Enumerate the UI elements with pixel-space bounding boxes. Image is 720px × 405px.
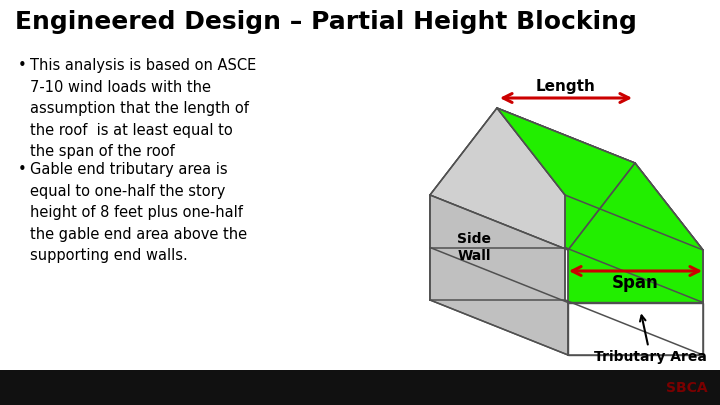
Text: This analysis is based on ASCE
7-10 wind loads with the
assumption that the leng: This analysis is based on ASCE 7-10 wind… bbox=[30, 58, 256, 160]
Text: Span: Span bbox=[612, 274, 659, 292]
Text: •: • bbox=[18, 162, 27, 177]
Text: Tributary Area: Tributary Area bbox=[594, 315, 707, 364]
Polygon shape bbox=[568, 303, 703, 355]
Polygon shape bbox=[430, 108, 635, 250]
Bar bbox=[0, 370, 720, 405]
Text: Gable end tributary area is
equal to one-half the story
height of 8 feet plus on: Gable end tributary area is equal to one… bbox=[30, 162, 247, 263]
Polygon shape bbox=[430, 108, 565, 300]
Text: Side
Wall: Side Wall bbox=[457, 232, 491, 262]
Polygon shape bbox=[568, 163, 703, 303]
Text: Length: Length bbox=[536, 79, 596, 94]
Text: Engineered Design – Partial Height Blocking: Engineered Design – Partial Height Block… bbox=[15, 10, 637, 34]
Text: SBCA: SBCA bbox=[667, 381, 708, 395]
Polygon shape bbox=[430, 195, 568, 355]
Text: •: • bbox=[18, 58, 27, 73]
Polygon shape bbox=[497, 108, 703, 303]
Polygon shape bbox=[565, 247, 703, 355]
Polygon shape bbox=[497, 108, 703, 250]
